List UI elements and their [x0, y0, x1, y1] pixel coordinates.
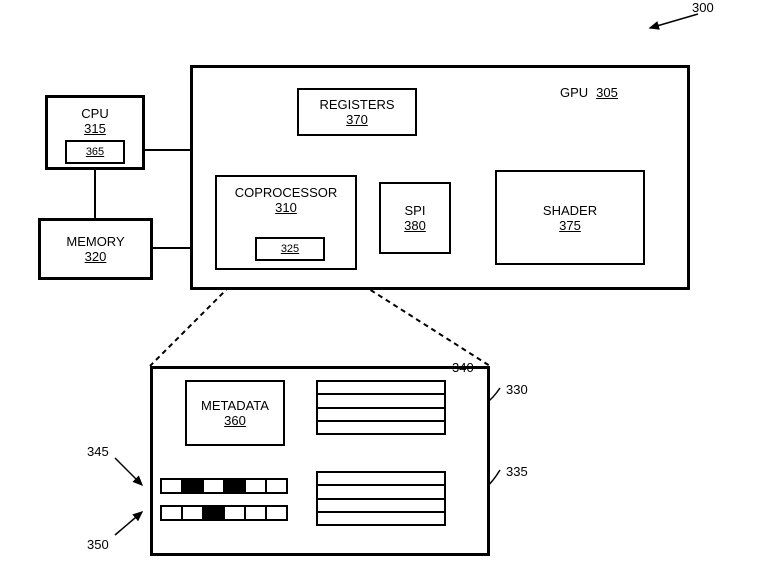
b2-cell — [183, 507, 204, 519]
q2-queue — [316, 471, 446, 526]
cop_inner-box: 325 — [255, 237, 325, 261]
b1-cell — [267, 480, 286, 492]
fig-label: 300 — [692, 0, 714, 15]
q1-row — [318, 382, 444, 395]
registers-num: 370 — [346, 112, 368, 127]
b2-cell — [267, 507, 286, 519]
gpu-label-title: GPU — [560, 85, 588, 100]
b1-cell — [183, 480, 204, 492]
cop_inner-num: 325 — [281, 243, 299, 255]
b2-bitbar — [160, 505, 288, 521]
memory-title: MEMORY — [66, 234, 124, 249]
b1-cell — [204, 480, 225, 492]
b2-cell — [225, 507, 246, 519]
b1-cell — [246, 480, 267, 492]
spi-box: SPI380 — [379, 182, 451, 254]
fig-leader — [650, 14, 698, 28]
memory-box: MEMORY320 — [38, 218, 153, 280]
metadata-title: METADATA — [201, 398, 269, 413]
registers-box: REGISTERS370 — [297, 88, 417, 136]
l335-label: 335 — [506, 464, 528, 479]
b2-cell — [204, 507, 225, 519]
coproc-title: COPROCESSOR — [235, 185, 338, 200]
q1-row — [318, 409, 444, 422]
gpu-label-num: 305 — [596, 85, 618, 100]
b1-bitbar — [160, 478, 288, 494]
metadata-num: 360 — [224, 413, 246, 428]
l340-label: 340 — [452, 360, 474, 375]
memory-num: 320 — [85, 249, 107, 264]
cpu_inner-num: 365 — [86, 146, 104, 158]
metadata-box: METADATA360 — [185, 380, 285, 446]
cpu-num: 315 — [84, 121, 106, 136]
coproc-num: 310 — [275, 200, 297, 215]
l330-label: 330 — [506, 382, 528, 397]
shader-box: SHADER375 — [495, 170, 645, 265]
b2-cell — [162, 507, 183, 519]
l345-leader — [115, 458, 142, 485]
l350-label: 350 — [87, 537, 109, 552]
l350-leader — [115, 512, 142, 535]
l345-label: 345 — [87, 444, 109, 459]
b2-cell — [246, 507, 267, 519]
q1-row — [318, 395, 444, 408]
b1-cell — [225, 480, 246, 492]
cpu-title: CPU — [81, 106, 108, 121]
q2-row — [318, 513, 444, 524]
shader-num: 375 — [559, 218, 581, 233]
q2-row — [318, 486, 444, 499]
q1-row — [318, 422, 444, 433]
q2-row — [318, 473, 444, 486]
q2-row — [318, 500, 444, 513]
spi-title: SPI — [405, 203, 426, 218]
cpu_inner-box: 365 — [65, 140, 125, 164]
q1-queue — [316, 380, 446, 435]
shader-title: SHADER — [543, 203, 597, 218]
gpu-label: GPU 305 — [560, 85, 618, 100]
registers-title: REGISTERS — [319, 97, 394, 112]
spi-num: 380 — [404, 218, 426, 233]
b1-cell — [162, 480, 183, 492]
